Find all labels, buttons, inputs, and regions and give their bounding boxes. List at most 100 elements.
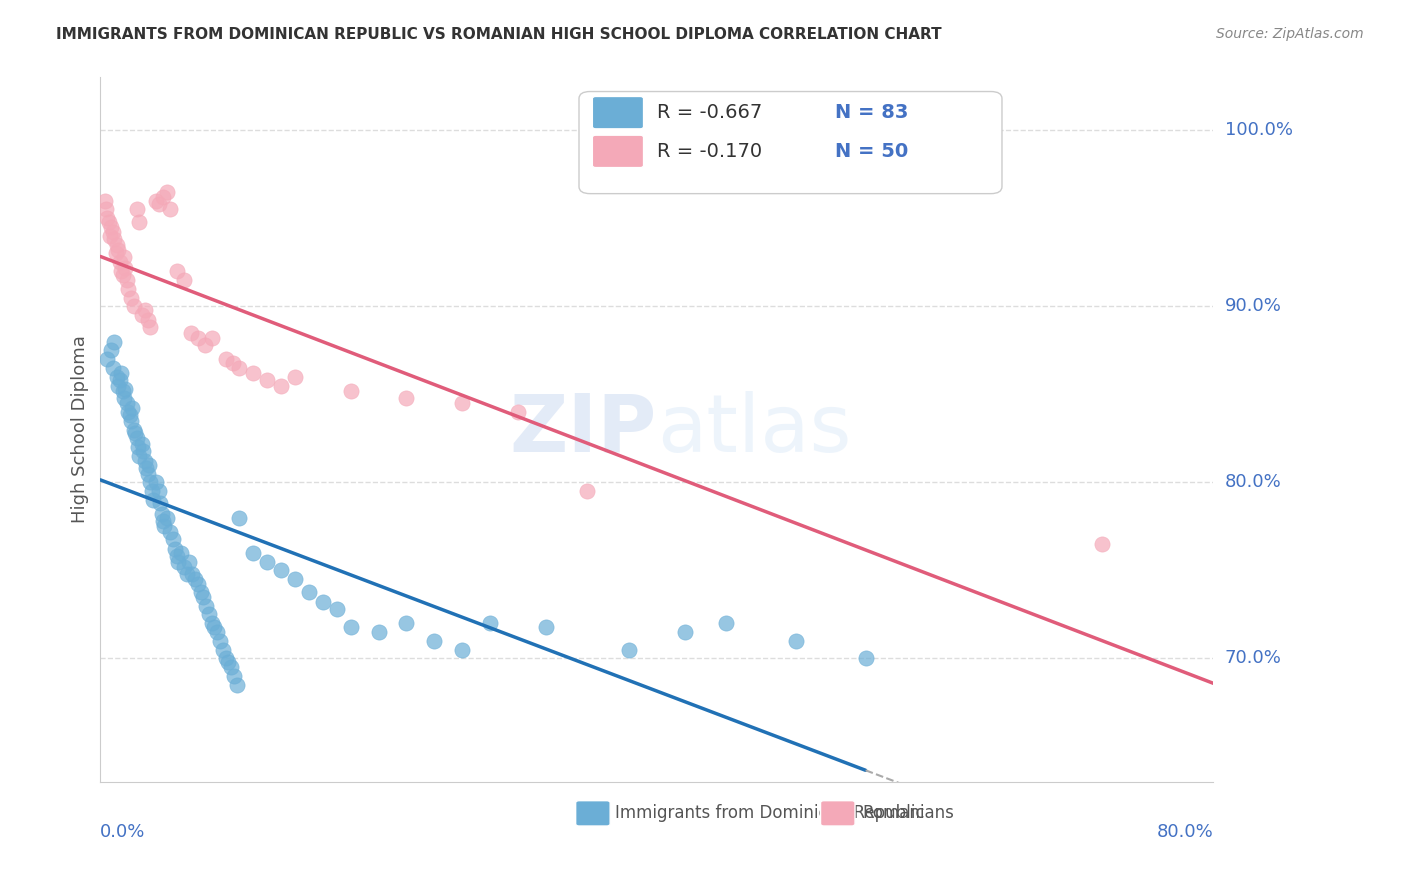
Point	[159, 524, 181, 539]
Point	[124, 426, 146, 441]
Point	[127, 440, 149, 454]
Point	[173, 273, 195, 287]
Point	[228, 360, 250, 375]
Point	[120, 291, 142, 305]
Point	[312, 595, 335, 609]
Text: Immigrants from Dominican Republic: Immigrants from Dominican Republic	[614, 805, 924, 822]
Point	[187, 577, 209, 591]
Point	[138, 458, 160, 472]
Point	[219, 660, 242, 674]
Point	[173, 560, 195, 574]
Point	[139, 320, 162, 334]
Point	[156, 185, 179, 199]
Point	[187, 331, 209, 345]
Point	[326, 602, 349, 616]
Point	[785, 633, 807, 648]
Point	[141, 484, 163, 499]
Point	[112, 391, 135, 405]
Text: atlas: atlas	[657, 391, 851, 468]
Point	[451, 396, 474, 410]
Point	[270, 378, 292, 392]
Point	[190, 584, 212, 599]
Point	[211, 642, 233, 657]
Point	[120, 414, 142, 428]
Point	[395, 616, 418, 631]
Point	[181, 566, 204, 581]
Point	[242, 366, 264, 380]
Point	[166, 549, 188, 564]
Point	[118, 409, 141, 423]
Point	[152, 190, 174, 204]
Point	[284, 572, 307, 586]
FancyBboxPatch shape	[579, 92, 1002, 194]
Point	[150, 507, 173, 521]
Point	[201, 616, 224, 631]
Point	[165, 542, 187, 557]
Text: Source: ZipAtlas.com: Source: ZipAtlas.com	[1216, 27, 1364, 41]
Text: N = 50: N = 50	[835, 142, 908, 161]
Point	[201, 331, 224, 345]
Point	[103, 232, 125, 246]
Point	[101, 360, 124, 375]
Point	[222, 669, 245, 683]
Point	[108, 373, 131, 387]
Point	[162, 532, 184, 546]
Point	[340, 620, 363, 634]
Point	[117, 282, 139, 296]
Point	[170, 546, 193, 560]
Point	[112, 250, 135, 264]
Point	[139, 475, 162, 490]
Point	[107, 378, 129, 392]
Point	[423, 633, 446, 648]
Point	[167, 555, 190, 569]
FancyBboxPatch shape	[592, 96, 644, 128]
Point	[451, 642, 474, 657]
Point	[131, 436, 153, 450]
Point	[142, 493, 165, 508]
Text: N = 83: N = 83	[835, 103, 908, 122]
Point	[228, 510, 250, 524]
Point	[159, 202, 181, 217]
Point	[93, 194, 115, 208]
Point	[176, 566, 198, 581]
Point	[221, 356, 243, 370]
Text: 0.0%: 0.0%	[100, 823, 146, 841]
Point	[242, 546, 264, 560]
Point	[198, 607, 221, 622]
Text: 80.0%: 80.0%	[1225, 474, 1281, 491]
Point	[131, 308, 153, 322]
Point	[111, 384, 134, 398]
Point	[114, 382, 136, 396]
Point	[97, 215, 120, 229]
Point	[153, 519, 176, 533]
Text: Romanians: Romanians	[863, 805, 955, 822]
Y-axis label: High School Diploma: High School Diploma	[72, 335, 89, 524]
Point	[103, 334, 125, 349]
Point	[100, 343, 122, 358]
Point	[270, 563, 292, 577]
Point	[105, 237, 128, 252]
Point	[194, 338, 217, 352]
Point	[96, 211, 118, 226]
Point	[132, 443, 155, 458]
Text: R = -0.667: R = -0.667	[657, 103, 762, 122]
Point	[214, 651, 236, 665]
FancyBboxPatch shape	[821, 801, 855, 826]
Point	[136, 467, 159, 481]
Text: ZIP: ZIP	[509, 391, 657, 468]
Text: IMMIGRANTS FROM DOMINICAN REPUBLIC VS ROMANIAN HIGH SCHOOL DIPLOMA CORRELATION C: IMMIGRANTS FROM DOMINICAN REPUBLIC VS RO…	[56, 27, 942, 42]
Point	[284, 369, 307, 384]
Point	[98, 228, 121, 243]
Point	[179, 555, 201, 569]
Point	[193, 590, 215, 604]
Point	[534, 620, 557, 634]
Point	[136, 313, 159, 327]
Point	[184, 572, 207, 586]
Point	[101, 226, 124, 240]
Point	[107, 243, 129, 257]
Point	[148, 484, 170, 499]
Point	[134, 454, 156, 468]
Point	[128, 449, 150, 463]
Point	[122, 423, 145, 437]
Text: 70.0%: 70.0%	[1225, 649, 1281, 667]
